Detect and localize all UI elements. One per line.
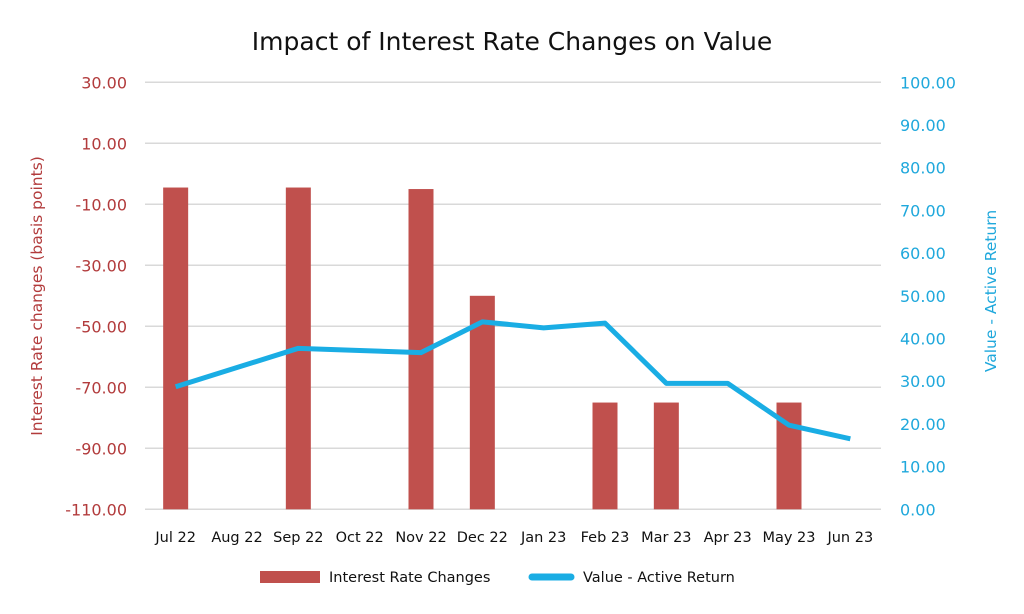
right-axis-ticks: 100.00 90.00 80.00 70.00 60.00 50.00 40.00 30.0… xyxy=(900,73,956,519)
x-tick-label: Oct 22 xyxy=(336,530,384,546)
right-tick-label: 90.00 xyxy=(900,116,946,135)
bar xyxy=(653,402,679,510)
bar-series xyxy=(163,187,802,510)
right-tick-label: 10.00 xyxy=(900,458,946,477)
right-tick-label: 40.00 xyxy=(900,330,946,349)
right-tick-label: 20.00 xyxy=(900,415,946,434)
x-tick-label: Jul 22 xyxy=(154,530,196,546)
line-path xyxy=(174,319,851,442)
left-tick-label: -70.00 xyxy=(75,378,127,397)
x-tick-label: Sep 22 xyxy=(273,530,323,546)
right-tick-label: 80.00 xyxy=(900,159,946,178)
x-tick-label: Jun 23 xyxy=(826,530,873,546)
legend-swatch-interest-rate-changes xyxy=(260,571,320,583)
left-tick-label: -110.00 xyxy=(65,500,127,519)
right-tick-label: 0.00 xyxy=(900,500,936,519)
x-axis-ticks: Jul 22 Aug 22 Sep 22 Oct 22 Nov 22 Dec 22 Jan … xyxy=(154,530,873,546)
left-tick-label: -10.00 xyxy=(75,195,127,214)
bar xyxy=(163,187,189,510)
x-tick-label: Apr 23 xyxy=(704,530,752,546)
right-tick-label: 60.00 xyxy=(900,244,946,263)
x-tick-label: Feb 23 xyxy=(581,530,630,546)
legend-label-interest-rate-changes: Interest Rate Changes xyxy=(329,570,490,586)
left-tick-label: 10.00 xyxy=(81,134,127,153)
legend: Interest Rate Changes Value - Active Ret… xyxy=(260,570,735,586)
left-axis-label: Interest Rate changes (basis points) xyxy=(28,156,46,436)
right-tick-label: 100.00 xyxy=(900,73,956,92)
left-tick-label: -50.00 xyxy=(75,317,127,336)
right-tick-label: 30.00 xyxy=(900,372,946,391)
left-tick-label: -90.00 xyxy=(75,439,127,458)
right-axis-label: Value - Active Return xyxy=(982,210,1000,372)
chart-title: Impact of Interest Rate Changes on Value xyxy=(252,27,772,56)
legend-label-value-active-return: Value - Active Return xyxy=(583,570,735,586)
x-tick-label: May 23 xyxy=(762,530,815,546)
x-tick-label: Aug 22 xyxy=(211,530,262,546)
left-tick-label: -30.00 xyxy=(75,256,127,275)
x-tick-label: Mar 23 xyxy=(641,530,691,546)
x-tick-label: Dec 22 xyxy=(457,530,508,546)
line-series xyxy=(174,319,851,442)
x-tick-label: Nov 22 xyxy=(395,530,446,546)
gridlines xyxy=(145,81,881,511)
left-tick-label: 30.00 xyxy=(81,73,127,92)
bar xyxy=(592,402,618,510)
right-tick-label: 50.00 xyxy=(900,287,946,306)
left-axis-ticks: 30.00 10.00 -10.00 -30.00 -50.00 -70.00 -90.00… xyxy=(65,73,127,519)
bar xyxy=(469,295,495,510)
x-tick-label: Jan 23 xyxy=(520,530,566,546)
right-tick-label: 70.00 xyxy=(900,201,946,220)
